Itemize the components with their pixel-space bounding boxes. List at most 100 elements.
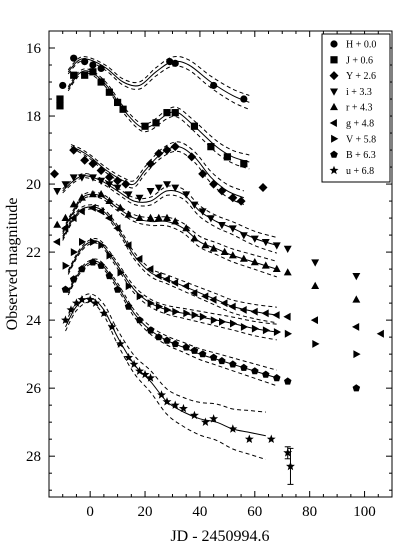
data-point-v bbox=[117, 268, 125, 277]
data-point-g bbox=[96, 207, 104, 216]
data-point-j bbox=[56, 102, 64, 110]
data-point-u bbox=[179, 403, 188, 413]
data-point-b bbox=[78, 265, 86, 273]
data-point-b bbox=[190, 346, 199, 354]
data-point-g bbox=[272, 311, 280, 319]
y-tick-label: 20 bbox=[26, 177, 41, 193]
data-point-v bbox=[284, 329, 292, 338]
data-point-r bbox=[220, 247, 229, 255]
data-point-r bbox=[261, 261, 270, 269]
data-point-i bbox=[190, 201, 199, 209]
data-point-g bbox=[61, 224, 69, 233]
data-point-r bbox=[69, 200, 78, 208]
data-point-v bbox=[312, 340, 320, 348]
data-point-y bbox=[154, 149, 164, 158]
data-point-g bbox=[105, 214, 113, 222]
y-tick-label: 16 bbox=[26, 41, 42, 57]
data-point-u bbox=[91, 298, 101, 307]
data-point-v bbox=[125, 282, 133, 291]
data-point-g bbox=[209, 295, 217, 304]
data-point-b bbox=[229, 360, 237, 368]
model-lower-y bbox=[70, 148, 245, 205]
data-point-r bbox=[239, 254, 248, 262]
data-point-r bbox=[171, 217, 180, 225]
data-point-g bbox=[135, 254, 143, 263]
y-axis-title: Observed magnitude bbox=[4, 198, 21, 331]
data-point-r bbox=[209, 244, 218, 252]
data-point-b bbox=[89, 258, 97, 266]
data-point-y bbox=[258, 183, 268, 192]
data-point-b bbox=[209, 353, 218, 361]
data-point-i bbox=[206, 215, 215, 223]
data-point-r bbox=[88, 190, 97, 198]
model-upper-b bbox=[67, 258, 277, 371]
data-point-r bbox=[97, 190, 106, 198]
data-point-v bbox=[219, 317, 227, 326]
data-point-v bbox=[251, 324, 260, 333]
data-point-b bbox=[182, 343, 190, 351]
legend: H + 0.0 J + 0.6 Y + 2.6 i + 3.3 r + 4.3 g + 4… bbox=[321, 33, 391, 183]
data-point-i bbox=[146, 188, 155, 196]
model-lower-r bbox=[62, 195, 277, 278]
data-point-j bbox=[105, 88, 113, 96]
data-point-g bbox=[77, 207, 85, 216]
model-upper-g bbox=[62, 204, 277, 308]
data-point-u bbox=[162, 397, 172, 406]
data-point-v bbox=[273, 328, 282, 336]
data-point-v bbox=[210, 316, 218, 325]
data-point-u bbox=[157, 390, 166, 399]
data-point-i bbox=[163, 181, 171, 189]
data-point-g bbox=[88, 203, 96, 212]
legend-marker bbox=[330, 102, 338, 111]
data-point-v bbox=[191, 311, 199, 319]
data-point-g bbox=[190, 289, 198, 297]
data-point-y bbox=[162, 145, 172, 155]
model-upper-u bbox=[65, 293, 266, 413]
data-point-h bbox=[171, 59, 179, 67]
data-point-v bbox=[172, 307, 180, 316]
data-point-y bbox=[104, 172, 114, 182]
y-tick-label: 22 bbox=[26, 245, 41, 261]
data-point-u bbox=[201, 417, 210, 426]
data-point-v bbox=[79, 237, 87, 246]
model-lower-g bbox=[62, 208, 277, 324]
data-point-j bbox=[97, 78, 105, 86]
data-point-i bbox=[198, 208, 207, 216]
data-point-u bbox=[61, 315, 70, 324]
data-point-v bbox=[164, 306, 172, 314]
data-point-b bbox=[218, 357, 226, 365]
data-point-y bbox=[113, 176, 123, 186]
data-point-g bbox=[52, 237, 61, 246]
data-point-v bbox=[90, 237, 98, 246]
data-point-h bbox=[70, 54, 78, 62]
data-point-u bbox=[66, 305, 76, 314]
data-point-i bbox=[69, 174, 78, 182]
x-tick-label: 20 bbox=[138, 504, 153, 520]
data-point-u bbox=[107, 322, 117, 331]
data-point-r bbox=[53, 220, 62, 228]
model-upper-j bbox=[67, 68, 250, 156]
data-point-i bbox=[250, 235, 259, 243]
data-point-g bbox=[261, 309, 269, 318]
data-point-u bbox=[77, 295, 87, 304]
legend-label: B + 6.3 bbox=[346, 150, 376, 161]
data-point-b bbox=[155, 333, 163, 341]
legend-label: H + 0.0 bbox=[346, 40, 376, 51]
data-point-r bbox=[182, 224, 191, 232]
data-point-g bbox=[228, 302, 236, 311]
data-point-h bbox=[240, 95, 248, 103]
legend-label: u + 6.8 bbox=[346, 166, 374, 177]
axis-ticks: 0 20 40 60 80 100 16 18 20 22 24 26 28 bbox=[26, 30, 392, 520]
data-point-g bbox=[376, 329, 384, 338]
data-point-y bbox=[50, 169, 59, 179]
data-point-g bbox=[239, 306, 247, 314]
legend-marker bbox=[329, 71, 339, 81]
data-point-b bbox=[262, 370, 270, 378]
legend-label: V + 5.8 bbox=[346, 134, 376, 145]
data-point-y bbox=[209, 179, 219, 189]
plot-frame bbox=[48, 30, 393, 498]
data-point-r bbox=[116, 203, 125, 211]
data-point-u bbox=[283, 448, 293, 457]
data-point-v bbox=[155, 302, 164, 311]
